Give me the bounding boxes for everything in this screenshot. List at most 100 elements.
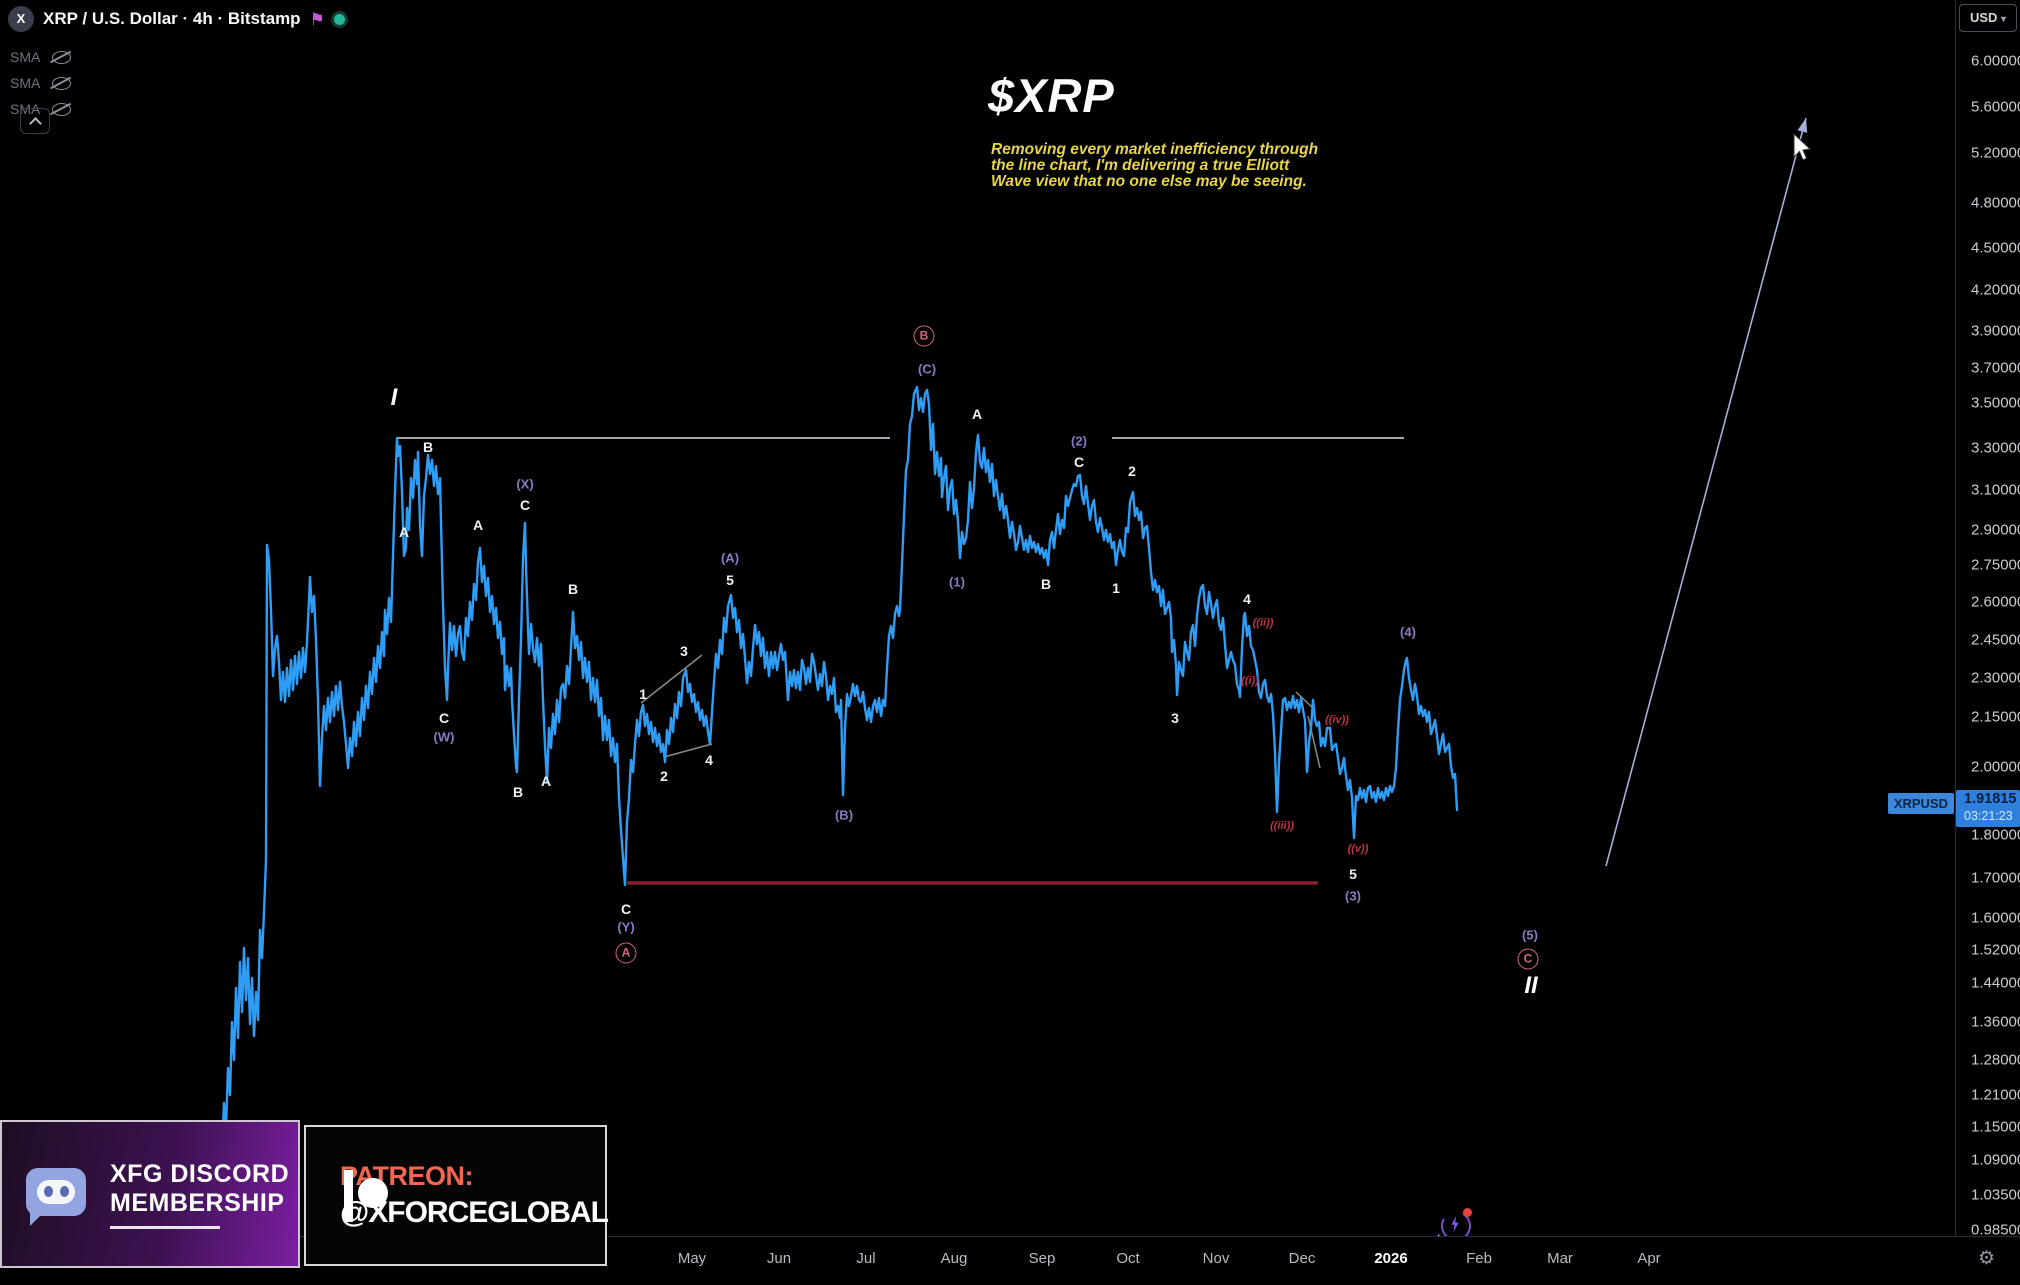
notification-dot	[1463, 1208, 1472, 1217]
time-tick-label: Nov	[1202, 1250, 1230, 1267]
indicator-row[interactable]: SMA	[10, 44, 72, 70]
wave-label: B	[913, 325, 935, 347]
price-tick-label: 2.60000	[1971, 593, 2020, 611]
discord-banner-line2: MEMBERSHIP	[110, 1188, 285, 1217]
wave-label: C	[1073, 454, 1085, 470]
hidden-eye-icon[interactable]	[52, 76, 72, 90]
wave-label: B	[512, 784, 524, 800]
price-tick-label: 3.90000	[1971, 322, 2020, 340]
price-tick-label: 3.50000	[1971, 394, 2020, 412]
discord-logo-icon	[26, 1166, 88, 1226]
wave-label: (4)	[1400, 624, 1416, 640]
wave-label: 2	[660, 768, 668, 784]
timezone-settings-gear-icon[interactable]: ⚙	[1978, 1248, 1996, 1269]
projection-arrow-line	[1605, 117, 1807, 867]
mouse-cursor	[1793, 133, 1812, 161]
time-tick-label: May	[677, 1250, 707, 1267]
price-tick-label: 4.50000	[1971, 239, 2020, 257]
price-tick-label: 1.03500	[1971, 1186, 2020, 1204]
trendline	[1307, 715, 1321, 769]
hidden-eye-icon[interactable]	[52, 102, 72, 116]
wave-label: (X)	[516, 476, 534, 492]
chart-title: $XRP	[988, 69, 1115, 122]
price-tick-label: 2.90000	[1971, 521, 2020, 539]
wave-label: (A)	[720, 550, 740, 566]
wave-label: A	[615, 942, 637, 964]
chevron-down-icon: ▾	[2001, 14, 2007, 25]
price-tick-label: 1.15000	[1971, 1118, 2020, 1136]
hidden-eye-icon[interactable]	[52, 50, 72, 64]
price-tick-label: 2.75000	[1971, 556, 2020, 574]
wave-label: A	[472, 517, 484, 533]
wave-label: (1)	[949, 574, 965, 590]
patreon-banner: PATREON: @XFORCEGLOBAL	[304, 1125, 609, 1266]
wave-label: (Y)	[617, 919, 635, 935]
wave-label: I	[390, 384, 398, 411]
price-tick-label: 1.44000	[1971, 974, 2020, 992]
market-status-dot-icon	[333, 13, 345, 25]
wave-label: C	[620, 901, 632, 917]
price-tick-label: 3.10000	[1971, 481, 2020, 499]
time-tick-label: Apr	[1637, 1250, 1661, 1267]
wave-label: (W)	[433, 729, 455, 745]
price-tick-label: 1.70000	[1971, 869, 2020, 887]
chart-note: Removing every market inefficiency throu…	[991, 141, 1319, 190]
indicator-row[interactable]: SMA	[10, 70, 72, 96]
symbol-title[interactable]: XRP / U.S. Dollar · 4h · Bitstamp	[43, 9, 301, 28]
price-tick-label: 3.30000	[1971, 439, 2020, 457]
wave-label: B	[422, 439, 434, 455]
chevron-up-icon	[29, 117, 42, 130]
wave-label: II	[1524, 972, 1538, 999]
wave-label: ((ii))	[1252, 617, 1274, 629]
price-tick-label: 1.21000	[1971, 1086, 2020, 1104]
trendline	[640, 654, 703, 704]
projection-arrowhead	[1797, 118, 1808, 133]
wave-label: 5	[1349, 866, 1357, 882]
price-tick-label: 6.00000	[1971, 52, 2020, 70]
wave-label: (3)	[1345, 888, 1361, 904]
wave-label: ((iii))	[1270, 820, 1294, 832]
price-tick-label: 1.60000	[1971, 909, 2020, 927]
price-scale[interactable]: USD ▾ 6.00000 5.60000 5.20000 4.80000 4.5000…	[1955, 0, 2020, 1239]
time-tick-label: Jun	[766, 1250, 792, 1267]
wave-label: B	[1040, 576, 1052, 592]
price-line-series	[220, 385, 1459, 1150]
price-tick-label: 4.80000	[1971, 194, 2020, 212]
wave-label: (B)	[834, 807, 854, 823]
flag-icon[interactable]: ⚑	[309, 9, 325, 29]
price-tick-label: 1.09000	[1971, 1151, 2020, 1169]
price-tick-label: 2.00000	[1971, 758, 2020, 776]
symbol-logo-icon[interactable]: X	[8, 6, 34, 32]
collapse-legend-button[interactable]	[20, 108, 50, 134]
time-tick-label: Feb	[1466, 1250, 1492, 1267]
wave-label: (C)	[917, 361, 937, 377]
trendline	[663, 743, 713, 758]
price-tick-label: 3.70000	[1971, 359, 2020, 377]
wave-label: ((iv))	[1325, 714, 1349, 726]
price-tick-label: 1.52000	[1971, 941, 2020, 959]
wave-label: B	[567, 581, 579, 597]
wave-label: 3	[1171, 710, 1179, 726]
time-tick-label: Aug	[940, 1250, 968, 1267]
wave-label: 4	[705, 752, 713, 768]
time-tick-label: Oct	[1116, 1250, 1140, 1267]
price-tick-label: 0.98500	[1971, 1221, 2020, 1239]
currency-toggle-button[interactable]: USD ▾	[1959, 4, 2017, 32]
price-tick-label: 5.60000	[1971, 98, 2020, 116]
current-price-label: 1.91815 03:21:23	[1956, 790, 2020, 827]
wave-label: C	[1517, 948, 1539, 970]
wave-label: 3	[680, 643, 688, 659]
wave-label: (2)	[1071, 433, 1087, 449]
price-tick-label: 1.28000	[1971, 1051, 2020, 1069]
wave-label: C	[519, 497, 531, 513]
wave-label: 5	[726, 572, 734, 588]
symbol-header[interactable]: X XRP / U.S. Dollar · 4h · Bitstamp ⚑	[8, 6, 345, 32]
price-tick-label: 5.20000	[1971, 144, 2020, 162]
time-tick-label: Jul	[856, 1250, 876, 1267]
indicator-label: SMA	[10, 75, 41, 91]
lightning-bolt-icon	[1451, 1216, 1459, 1232]
discord-banner-line1: XFG DISCORD	[110, 1159, 290, 1188]
wave-label: 1	[639, 686, 647, 702]
